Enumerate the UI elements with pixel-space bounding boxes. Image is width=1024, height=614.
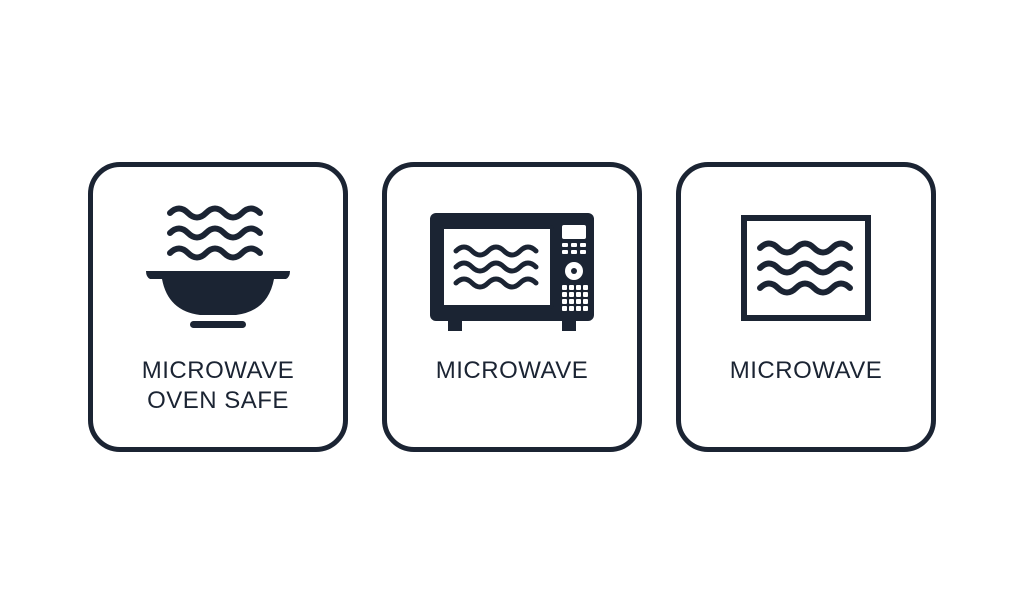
microwave-appliance-icon bbox=[412, 193, 612, 348]
card-microwave-oven-safe: MICROWAVE OVEN SAFE bbox=[88, 162, 348, 452]
stage: MICROWAVE OVEN SAFE bbox=[0, 0, 1024, 614]
card-label: MICROWAVE bbox=[436, 356, 589, 386]
frame-with-waves-icon bbox=[706, 193, 906, 348]
card-label: MICROWAVE OVEN SAFE bbox=[142, 356, 295, 416]
card-microwave-frame: MICROWAVE bbox=[676, 162, 936, 452]
card-label: MICROWAVE bbox=[730, 356, 883, 386]
bowl-with-waves-icon bbox=[118, 193, 318, 348]
card-microwave-appliance: MICROWAVE bbox=[382, 162, 642, 452]
